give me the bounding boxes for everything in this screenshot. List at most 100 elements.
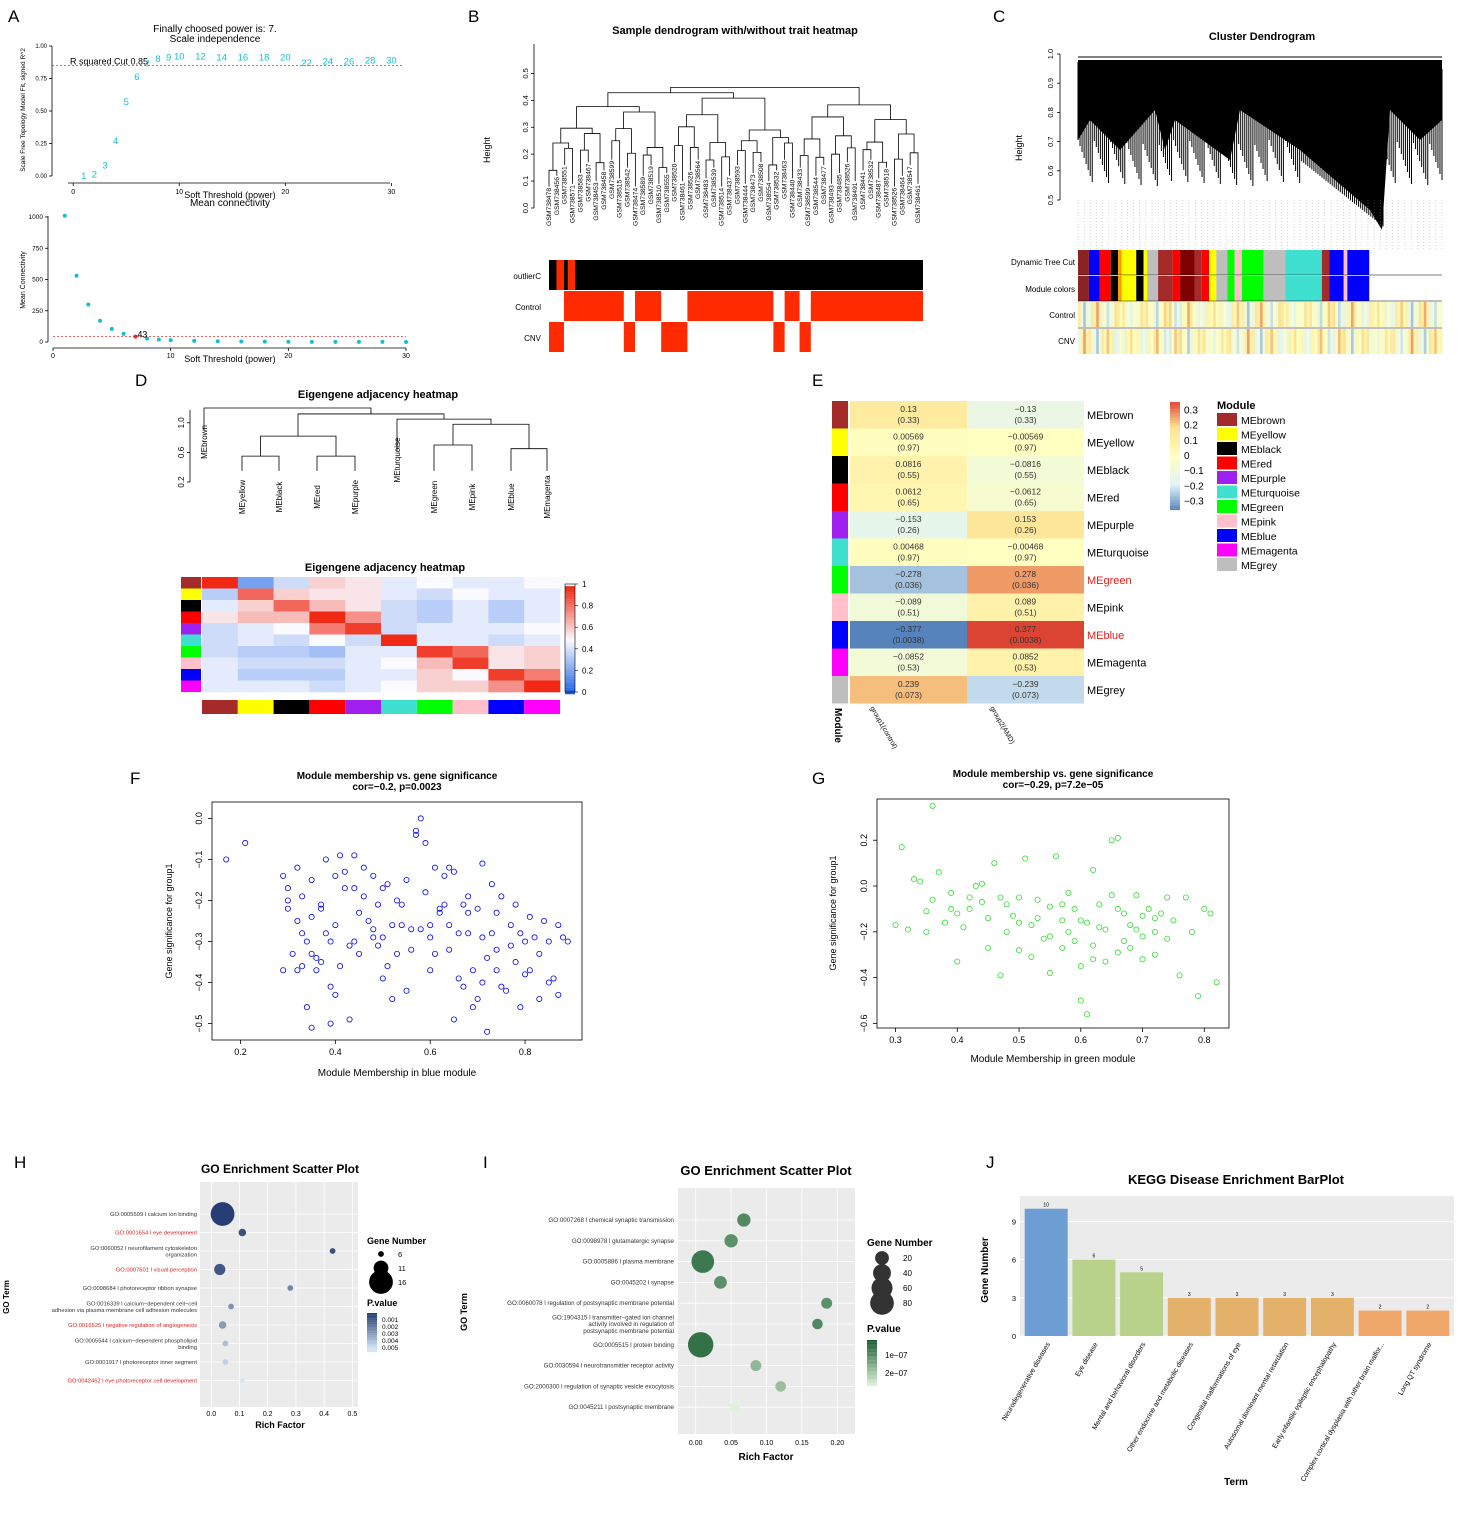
connectivity-point: [192, 338, 197, 343]
cnv-cell: [1078, 329, 1082, 354]
y-axis-label: Height: [1014, 134, 1024, 161]
control-cell: [1400, 302, 1404, 327]
x-tick-label: 20: [284, 353, 292, 360]
matrix-cell: [309, 600, 346, 612]
cnv-cell: [1156, 329, 1160, 354]
y-tick-label: −0.4: [859, 969, 869, 987]
gene-point: [465, 930, 472, 937]
power-label: 9: [166, 53, 171, 64]
p-value: (0.33): [1014, 415, 1036, 425]
bar: [1406, 1310, 1450, 1336]
colorbar-frame: [564, 583, 576, 693]
module-color-cell: [1234, 276, 1242, 301]
trait-cell: [810, 291, 923, 321]
sample-label: GSM738463: [782, 161, 789, 199]
chart-title: GO Enrichment Scatter Plot: [201, 1162, 359, 1176]
control-cell: [1330, 302, 1334, 327]
gene-point: [1077, 917, 1084, 924]
selected-power-annotation: 43: [137, 330, 147, 340]
y-tick-label: 0.3: [521, 122, 530, 132]
colorbar-step: [1170, 497, 1180, 500]
color-legend-label: 2e−07: [885, 1369, 908, 1378]
cor-value: 0.278: [1015, 569, 1037, 579]
gene-point: [441, 901, 448, 908]
colorbar-step: [1170, 468, 1180, 471]
y-tick-label: −0.3: [194, 933, 204, 951]
x-axis-label: Soft Threshold (power): [184, 354, 275, 364]
module-row-label: MEblue: [1087, 630, 1124, 642]
x-tick-label: 0.2: [263, 1411, 273, 1418]
color-step: [367, 1319, 377, 1321]
color-step: [367, 1320, 377, 1323]
color-step: [367, 1340, 377, 1342]
cnv-cell: [1278, 329, 1282, 354]
sample-label: GSM738441: [860, 171, 867, 209]
module-color-cell: [1201, 250, 1210, 275]
colorbar-step: [565, 592, 575, 595]
matrix-cell: [273, 611, 310, 624]
colorbar-step: [1170, 470, 1180, 473]
gene-point: [1046, 933, 1053, 940]
control-cell: [1096, 302, 1100, 327]
colorbar-step: [565, 661, 575, 665]
dendrogram-branch: [862, 149, 872, 171]
y-axis-label: Gene significance for group1: [164, 863, 174, 978]
cnv-cell: [1335, 329, 1339, 354]
sample-label: GSM738564: [695, 161, 702, 199]
control-cell: [1130, 302, 1134, 327]
control-cell: [1283, 302, 1287, 327]
matrix-cell: [202, 611, 239, 624]
panel-letter-b: B: [468, 7, 479, 26]
cnv-cell: [1319, 329, 1323, 354]
matrix-cell: [237, 611, 274, 624]
cnv-cell: [1356, 329, 1360, 354]
bar: [1215, 1297, 1259, 1336]
control-cell: [1397, 302, 1401, 327]
control-cell: [1200, 302, 1204, 327]
sample-label: GSM738554: [766, 182, 773, 220]
gene-point: [507, 942, 514, 949]
module-color-strip: [832, 483, 848, 511]
matrix-cell: [524, 611, 561, 624]
cor-value: 0.0612: [896, 487, 922, 497]
matrix-cell: [381, 588, 418, 601]
matrix-cell: [237, 623, 274, 635]
cor-cell: [850, 648, 967, 676]
control-cell: [1249, 302, 1253, 327]
dendrogram-branch: [827, 104, 891, 120]
module-legend: MEbrown MEyellow MEblack MEred MEpurple MEtur…: [1217, 413, 1300, 572]
gene-point: [493, 909, 500, 916]
size-legend-label: 60: [903, 1284, 912, 1293]
control-cell: [1327, 302, 1331, 327]
term-points: [687, 1213, 833, 1413]
leaf-label: MEpurple: [351, 479, 360, 514]
cor-value: 0.089: [1015, 597, 1037, 607]
color-step: [367, 1314, 377, 1316]
term-point: [238, 1228, 247, 1237]
module-color-cell: [1263, 250, 1286, 275]
y-tick-label: 0.7: [1046, 136, 1055, 146]
colorbar-step: [1170, 416, 1180, 419]
matrix-cell: [202, 657, 239, 670]
y-axis-label: GO Term: [459, 1293, 469, 1331]
colorbar-step: [565, 642, 575, 645]
cnv-cell: [1236, 329, 1240, 354]
color-step: [367, 1337, 377, 1340]
control-cell: [1361, 302, 1365, 327]
control-cell: [1257, 302, 1261, 327]
gene-point: [555, 922, 562, 929]
color-step: [367, 1342, 377, 1345]
control-cell: [1418, 302, 1422, 327]
gene-point: [393, 950, 400, 957]
color-step: [867, 1340, 877, 1342]
x-tick-label: 0.15: [795, 1440, 809, 1447]
cnv-cell: [1267, 329, 1271, 354]
gene-point: [465, 893, 472, 900]
colorbar-label: −0.1: [1184, 466, 1204, 477]
cnv-cell: [1382, 329, 1386, 354]
power-label: 24: [322, 57, 333, 68]
legend-title: Module: [1217, 400, 1256, 412]
colorbar-step: [565, 607, 575, 611]
matrix-cell: [416, 623, 453, 635]
